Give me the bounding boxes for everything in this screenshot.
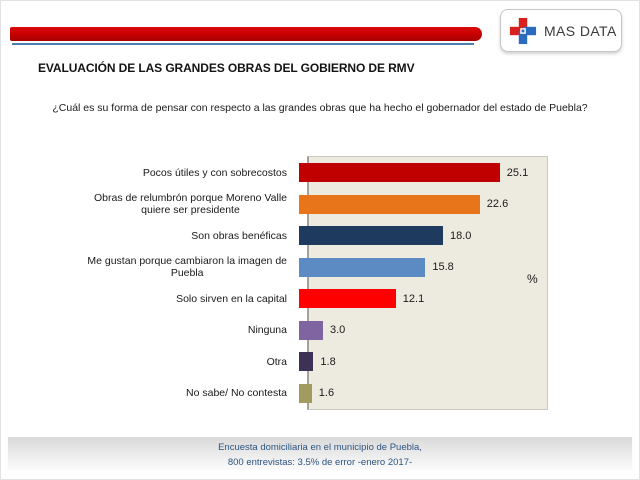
- bar: [299, 383, 312, 403]
- category-label: Son obras benéficas: [191, 229, 287, 242]
- survey-question: ¿Cuál es su forma de pensar con respecto…: [52, 102, 588, 114]
- chart-row: Otra 1.8: [10, 346, 550, 378]
- bar: [299, 352, 314, 372]
- value-label: 12.1: [402, 292, 425, 305]
- category-label: Otra: [266, 355, 287, 368]
- value-label: 1.8: [320, 355, 336, 368]
- chart-row: Obras de relumbrón porque Moreno Valle q…: [10, 189, 550, 221]
- bar-track: 1.8: [297, 352, 550, 372]
- category-label: Ninguna: [247, 324, 287, 337]
- medical-cross-icon: [509, 17, 537, 45]
- value-label: 25.1: [506, 166, 529, 179]
- value-label: 3.0: [330, 324, 346, 337]
- value-label: 15.8: [432, 261, 454, 274]
- category-label: Solo sirven en la capital: [176, 292, 287, 305]
- bar-track: 15.8: [297, 257, 550, 277]
- bar: [299, 257, 426, 277]
- chart-row: Pocos útiles y con sobrecostos 25.1: [10, 157, 550, 189]
- bar-track: 12.1: [297, 289, 550, 309]
- chart-row: Me gustan porque cambiaron la imagen de …: [10, 252, 550, 284]
- bar-chart: Pocos útiles y con sobrecostos 25.1 Obras …: [10, 156, 550, 410]
- value-label: 18.0: [450, 229, 472, 242]
- bar-track: 22.6: [297, 194, 550, 214]
- chart-row: Ninguna 3.0: [10, 315, 550, 347]
- category-label: Me gustan porque cambiaron la imagen de …: [87, 254, 287, 280]
- bar-track: 25.1: [297, 163, 550, 183]
- footer-band: Encuesta domiciliaria en el municipio de…: [8, 437, 632, 470]
- page-title: EVALUACIÓN DE LAS GRANDES OBRAS DEL GOBI…: [38, 61, 415, 75]
- category-label: No sabe/ No contesta: [186, 387, 287, 400]
- bar-track: 1.6: [297, 383, 550, 403]
- footer-line-1: Encuesta domiciliaria en el municipio de…: [218, 442, 422, 453]
- category-label: Obras de relumbrón porque Moreno Valle q…: [94, 191, 287, 217]
- top-banner-bar: [10, 27, 482, 41]
- logo-text: MAS DATA: [544, 22, 617, 39]
- percent-unit-label: %: [527, 272, 538, 286]
- banner-accent-underline: [12, 43, 474, 45]
- chart-row: Son obras benéficas 18.0: [10, 220, 550, 252]
- bar: [299, 163, 500, 183]
- chart-rows: Pocos útiles y con sobrecostos 25.1 Obras …: [10, 157, 550, 409]
- mas-data-logo: MAS DATA: [500, 9, 622, 52]
- value-label: 22.6: [486, 198, 509, 211]
- chart-row: No sabe/ No contesta 1.6: [10, 378, 550, 410]
- value-label: 1.6: [318, 387, 335, 400]
- bar: [299, 194, 480, 214]
- bar: [299, 289, 396, 309]
- category-label: Pocos útiles y con sobrecostos: [142, 166, 287, 179]
- bar-track: 18.0: [297, 226, 550, 246]
- chart-row: Solo sirven en la capital 12.1: [10, 283, 550, 315]
- bar: [299, 320, 323, 340]
- bar: [299, 226, 443, 246]
- bar-track: 3.0: [297, 320, 550, 340]
- footer-line-2: 800 entrevistas: 3.5% de error -enero 20…: [227, 456, 413, 468]
